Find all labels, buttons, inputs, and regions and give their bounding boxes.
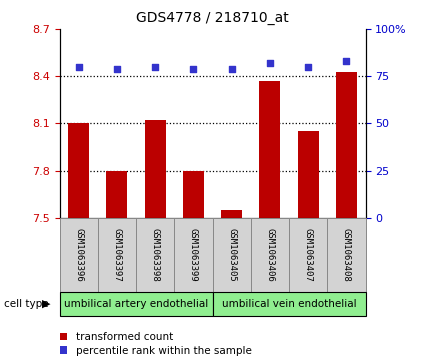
Bar [60,218,98,292]
Text: GSM1063397: GSM1063397 [112,228,122,282]
Point [190,66,197,72]
Point [152,64,159,70]
Bar [174,218,212,292]
Point [343,58,350,64]
Text: GSM1063405: GSM1063405 [227,228,236,282]
Text: umbilical vein endothelial: umbilical vein endothelial [222,299,356,309]
Bar [68,123,89,218]
Text: transformed count: transformed count [76,332,173,342]
Point [228,66,235,72]
Bar [221,210,242,218]
Text: GSM1063408: GSM1063408 [342,228,351,282]
Text: GSM1063407: GSM1063407 [303,228,313,282]
Bar [251,218,289,292]
Point [113,66,120,72]
Text: percentile rank within the sample: percentile rank within the sample [76,346,252,356]
Bar [212,292,366,316]
Bar [60,292,212,316]
Text: umbilical artery endothelial: umbilical artery endothelial [64,299,208,309]
Bar [144,120,166,218]
Title: GDS4778 / 218710_at: GDS4778 / 218710_at [136,11,289,25]
Bar [259,81,280,218]
Bar [212,218,251,292]
Text: GSM1063398: GSM1063398 [150,228,160,282]
Bar [136,218,174,292]
Bar [327,218,366,292]
Bar [183,171,204,218]
Text: GSM1063406: GSM1063406 [265,228,275,282]
Bar [98,218,136,292]
Point [305,64,312,70]
Point [75,64,82,70]
Point [266,60,273,66]
Text: GSM1063396: GSM1063396 [74,228,83,282]
Text: cell type: cell type [4,299,49,309]
Bar [106,171,128,218]
Bar [336,72,357,218]
Text: GSM1063399: GSM1063399 [189,228,198,282]
Text: ▶: ▶ [42,299,50,309]
Bar [298,131,319,218]
Bar [289,218,327,292]
